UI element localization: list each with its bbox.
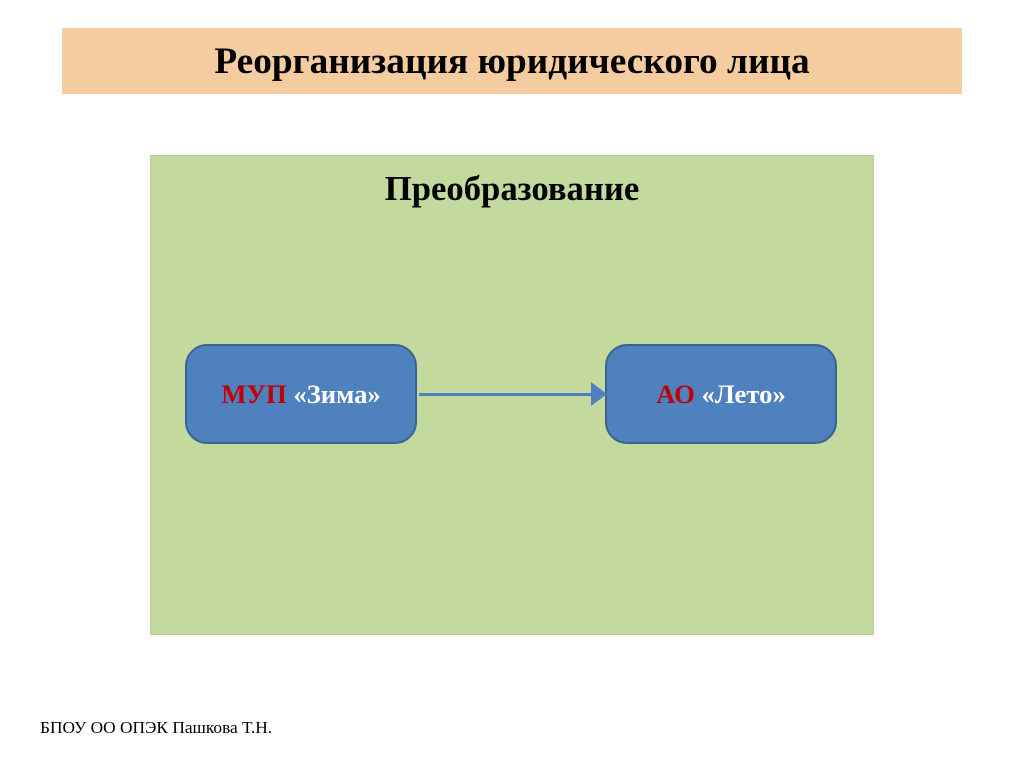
node-left-name: «Зима» [287,379,381,409]
diagram-panel: Преобразование МУП «Зима» АО «Лето» [150,155,874,635]
footer-credit: БПОУ ОО ОПЭК Пашкова Т.Н. [40,718,272,738]
arrow-head-icon [591,382,607,406]
title-banner: Реорганизация юридического лица [62,28,962,94]
node-right-prefix: АО [656,379,695,409]
node-left: МУП «Зима» [185,344,417,444]
page-title: Реорганизация юридического лица [214,40,809,83]
node-right-name: «Лето» [695,379,786,409]
node-right: АО «Лето» [605,344,837,444]
panel-title: Преобразование [151,170,873,209]
arrow-line [419,393,591,396]
node-left-prefix: МУП [221,379,286,409]
